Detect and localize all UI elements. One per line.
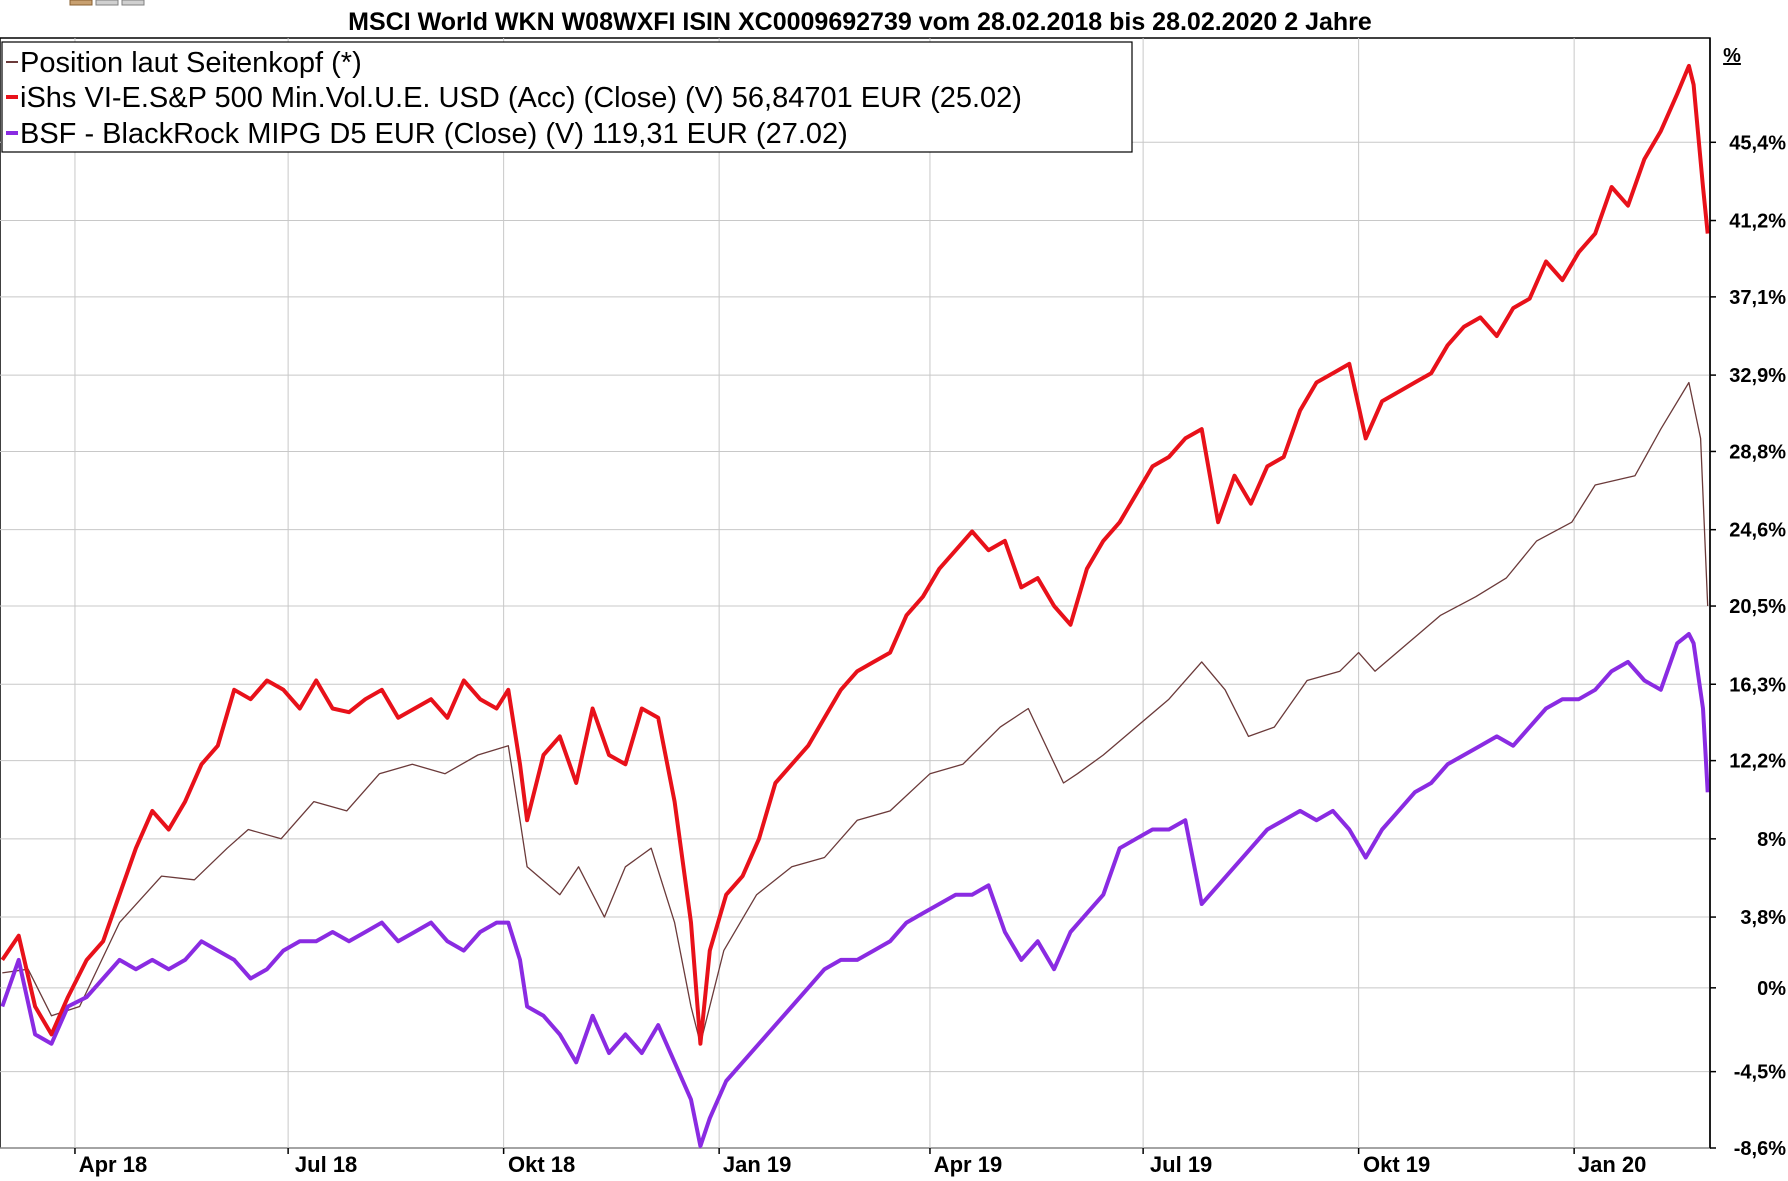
plot-frame (0, 37, 1711, 1149)
x-tick-label: Jul 18 (295, 1152, 357, 1177)
x-ticks: Apr 18 Jul 18 Okt 18 Jan 19 Apr 19 Jul 1… (79, 1152, 1647, 1177)
y-tick-label: 12,2% (1729, 751, 1786, 773)
y-tick-label: 37,1% (1729, 287, 1786, 309)
series-lines (0, 63, 1710, 1149)
y-tick-label: 3,8% (1740, 907, 1786, 929)
y-tick-label: 8% (1757, 829, 1786, 851)
toolbar-strip (69, 0, 145, 6)
legend-box (1, 41, 1133, 153)
y-unit-label: % (1723, 45, 1741, 67)
y-tick-label: 28,8% (1729, 441, 1786, 463)
y-tick-label: -4,5% (1734, 1062, 1786, 1084)
x-tick-label: Jul 19 (1150, 1152, 1212, 1177)
y-ticks: 45,4% 41,2% 37,1% 32,9% 28,8% 24,6% 20,5… (1729, 132, 1786, 1160)
x-tick-label: Jan 19 (723, 1152, 792, 1177)
x-tick-label: Okt 19 (1363, 1152, 1430, 1177)
y-tick-label: 24,6% (1729, 520, 1786, 542)
legend-label: iShs VI-E.S&P 500 Min.Vol.U.E. USD (Acc)… (20, 82, 1022, 114)
x-tick-label: Apr 19 (934, 1152, 1002, 1177)
y-tick-label: 41,2% (1729, 211, 1786, 233)
y-tick-label: 20,5% (1729, 596, 1786, 618)
y-tick-label: -8,6% (1734, 1138, 1786, 1160)
legend-label: BSF - BlackRock MIPG D5 EUR (Close) (V) … (20, 118, 848, 150)
x-tick-label: Jan 20 (1578, 1152, 1647, 1177)
plot-area (0, 37, 1711, 1149)
y-tick-label: 0% (1757, 978, 1786, 1000)
y-tick-label: 16,3% (1729, 674, 1786, 696)
series-line-blackrock-mipg (0, 632, 1710, 1149)
chart-title: MSCI World WKN W08WXFI ISIN XC0009692739… (348, 8, 1372, 36)
x-tick-label: Okt 18 (508, 1152, 575, 1177)
y-tick-label: 45,4% (1729, 132, 1786, 154)
y-tick-label: 32,9% (1729, 365, 1786, 387)
legend: Position laut Seitenkopf (*) iShs VI-E.S… (1, 41, 1133, 153)
x-tick-label: Apr 18 (79, 1152, 147, 1177)
legend-label: Position laut Seitenkopf (*) (20, 47, 362, 79)
series-line-position (2, 381, 1709, 1045)
series-line-ishs-minvol (0, 63, 1710, 1046)
grid (0, 38, 1710, 1149)
